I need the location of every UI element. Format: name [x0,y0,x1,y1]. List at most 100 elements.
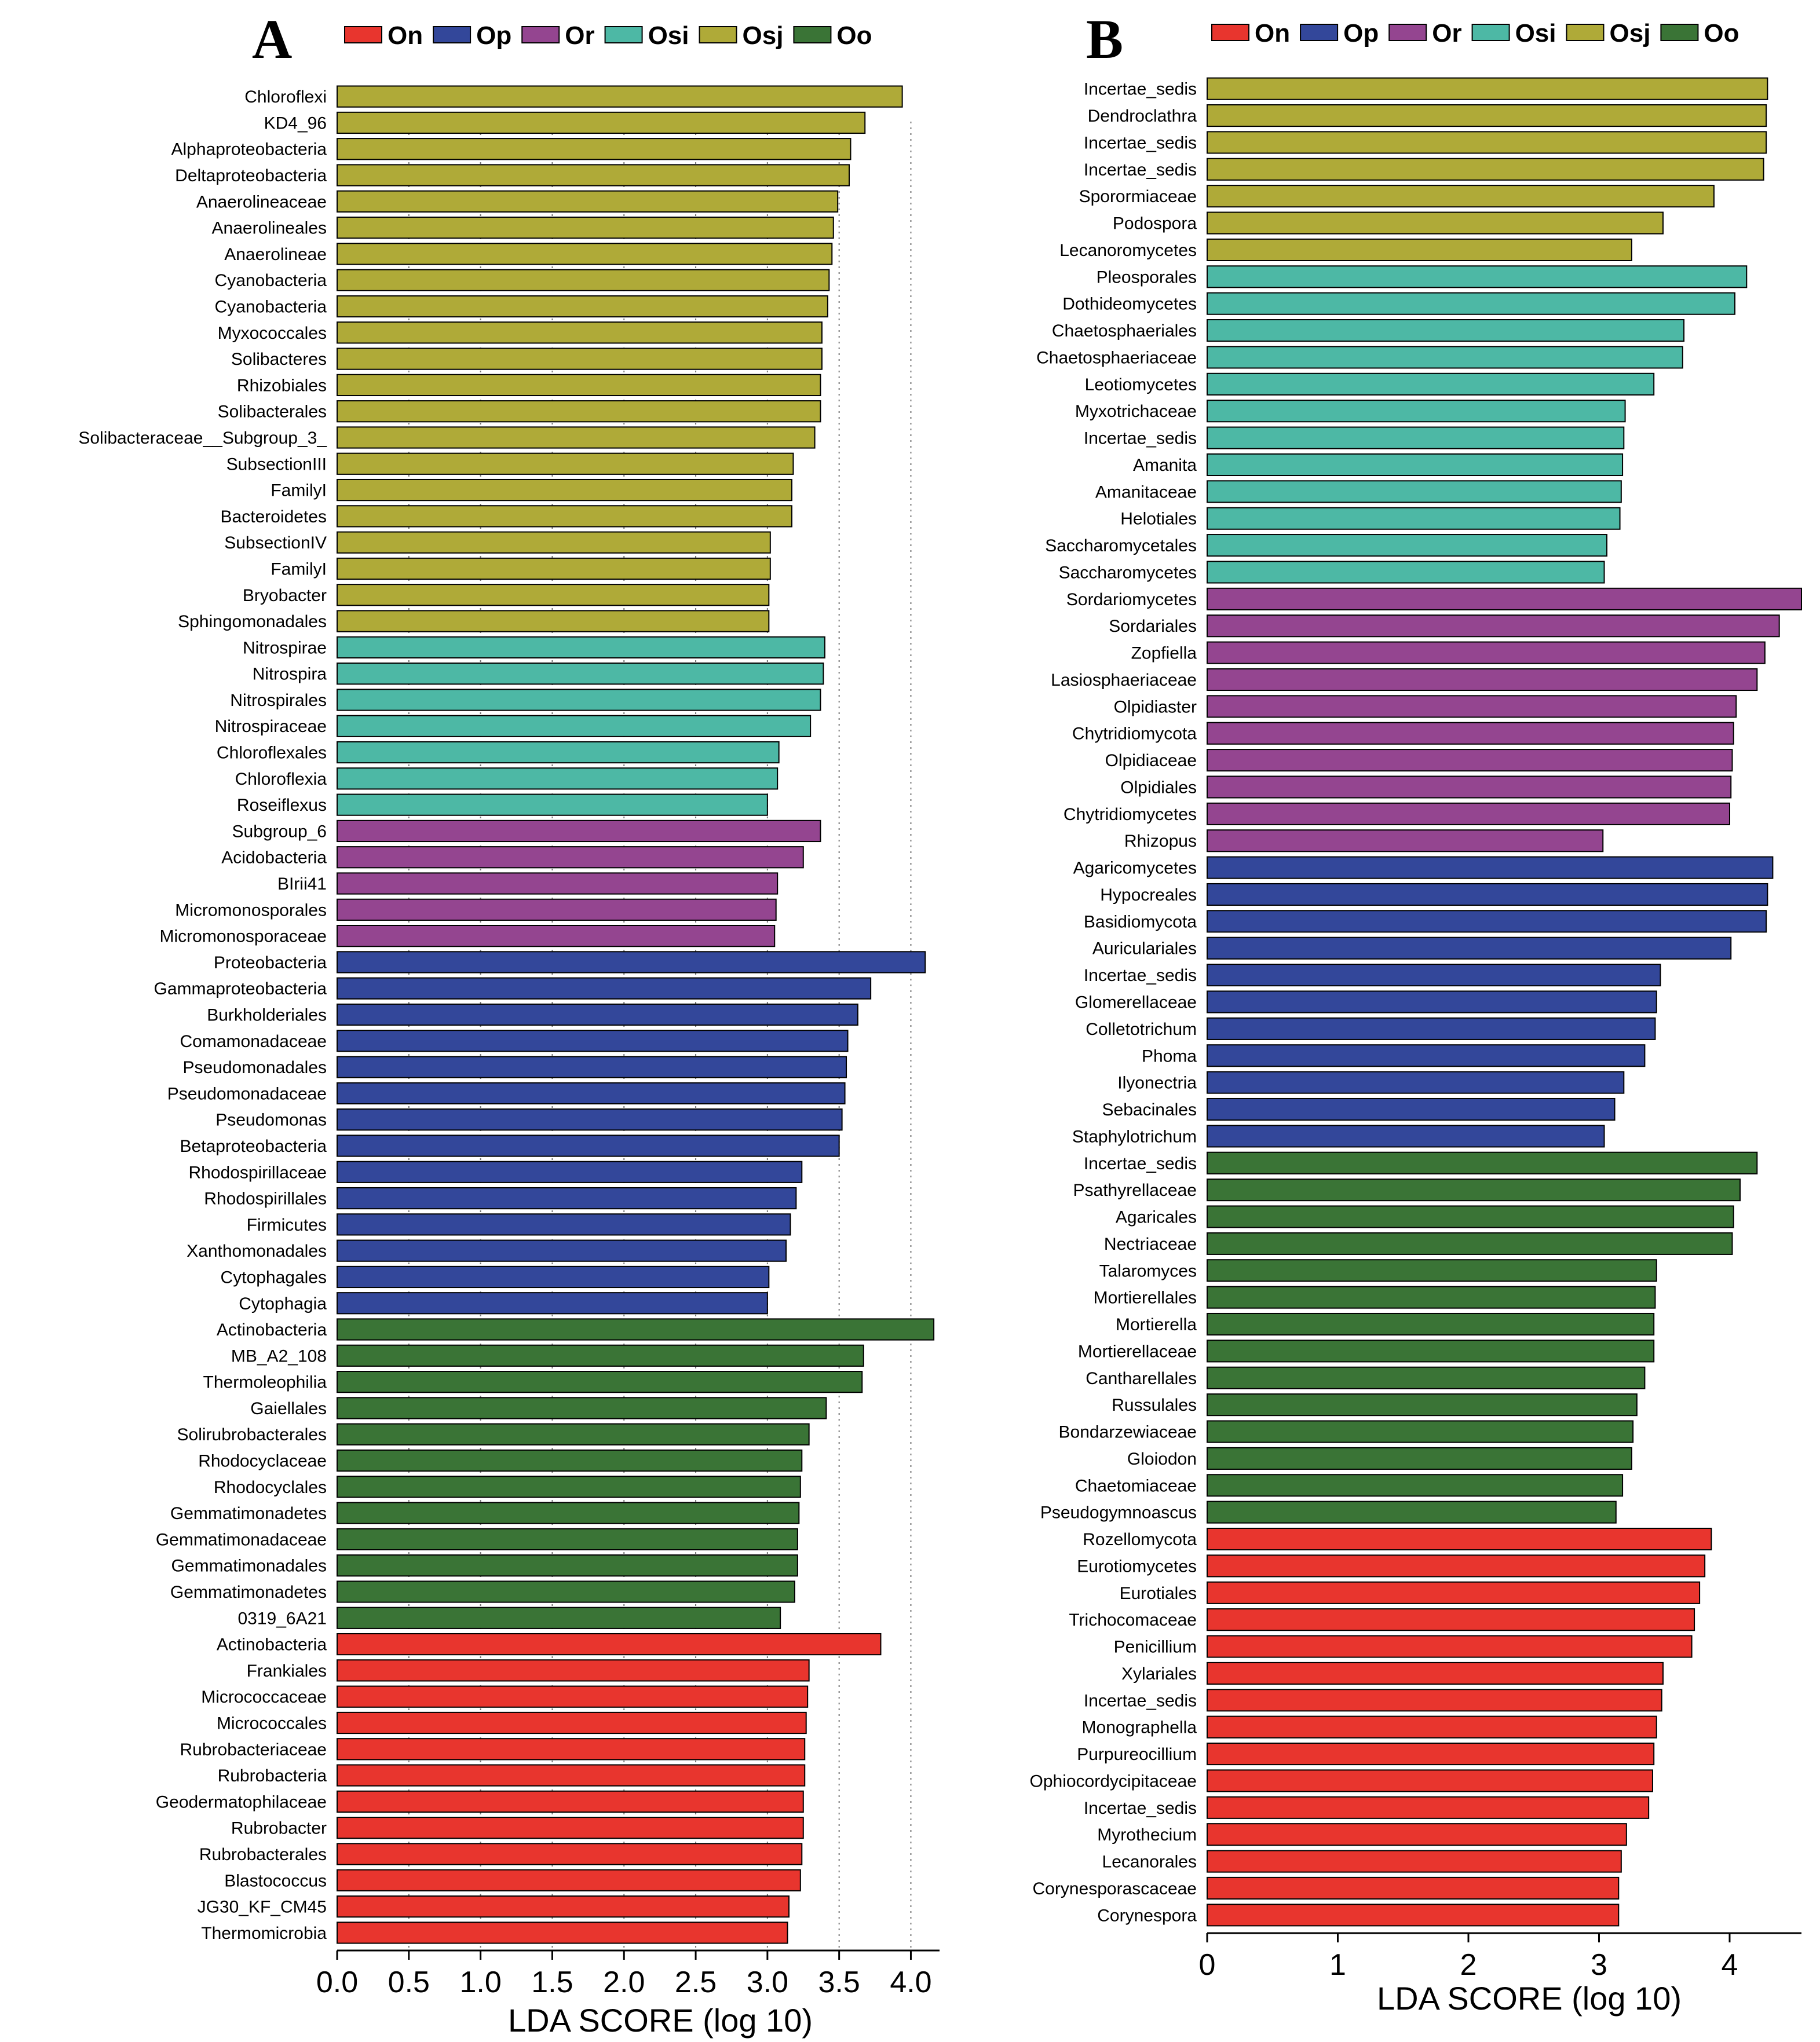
category-label: Purpureocillium [1077,1745,1197,1764]
bar [1207,1151,1758,1174]
panel-b-x-axis: 0 1 2 3 4 [1199,1932,1801,1982]
category-label: Amanitaceae [1095,482,1197,502]
bar [1207,400,1626,423]
panel-a: A On Op Or Osi Osj Oo Chloroflexi KD4_96 Alphap… [78,8,940,2039]
bar [1207,131,1767,154]
bar [1207,1769,1653,1792]
bar [1207,211,1664,235]
category-label: Incertae_sedis [1084,1154,1197,1173]
bar [1207,829,1604,852]
bar [1207,587,1802,610]
panel-a-bars [337,85,935,1944]
bar [337,1895,790,1918]
category-label: Mortierella [1116,1315,1197,1334]
bar [1207,1179,1741,1202]
x-tick-label: 2 [1460,1948,1477,1982]
bar [1207,1286,1656,1309]
bar [1207,775,1732,799]
x-tick-label: 1 [1329,1948,1346,1982]
bar [1207,561,1605,584]
legend-label-or: Or [1432,19,1461,47]
x-tick-label: 3.0 [747,1966,788,1999]
bar [337,1108,843,1131]
bar [1207,1474,1624,1497]
category-label: Gemmatimonadetes [170,1583,327,1602]
bar [1207,910,1767,933]
category-label: Mortierellaceae [1078,1342,1197,1361]
legend-swatch-or [521,26,560,43]
bar [337,1790,804,1813]
category-label: Nitrospirae [243,638,327,657]
category-label: Agaricales [1116,1208,1197,1227]
bar [337,1580,795,1603]
bar [1207,668,1758,691]
bar [337,977,872,1000]
bar [337,610,770,632]
bar [337,505,792,528]
bar [1207,614,1780,638]
category-label: Micrococcales [217,1714,327,1733]
category-label: Thermomicrobia [201,1924,327,1943]
legend-swatch-osj [1566,24,1605,41]
legend-swatch-on [344,26,382,43]
panel-a-x-axis-title: LDA SCORE (log 10) [508,2002,813,2039]
category-label: Pseudomonadaceae [167,1084,327,1103]
category-label: Trichocomaceae [1069,1611,1197,1630]
bar [337,1135,840,1157]
bar [337,1449,803,1472]
category-label: SubsectionIII [226,455,327,474]
legend-label-or: Or [565,21,594,50]
category-label: Roseiflexus [237,796,327,815]
bar [1207,1635,1693,1658]
bar [337,138,851,160]
bar [1207,990,1657,1013]
bar [1207,1554,1706,1578]
bar [1207,507,1621,530]
bar [1207,319,1685,342]
x-tick-label: 0 [1199,1948,1216,1982]
category-label: Nitrospiraceae [215,717,327,736]
category-label: Sordariomycetes [1066,590,1197,609]
category-label: Cyanobacteria [215,298,327,317]
panel-b: B On Op Or Osi Osj Oo Incertae_sedis Dendrocla… [1029,8,1802,2017]
legend-swatch-oo [1660,24,1699,41]
category-label: Gammaproteobacteria [154,979,327,998]
legend-swatch-op [433,26,472,43]
category-label: Actinobacteria [217,1320,327,1340]
legend-swatch-osi [1471,24,1510,41]
bar [337,452,794,475]
bar [1207,1259,1657,1282]
category-label: Xylariales [1121,1664,1197,1684]
bar [337,924,776,947]
x-tick-label: 4 [1722,1948,1738,1982]
category-label: Bacteroidetes [221,507,327,526]
bar [1207,1205,1734,1228]
category-label: Basidiomycota [1084,912,1197,931]
bar [337,1056,847,1078]
category-label: Firmicutes [247,1216,327,1235]
category-label: Micromonosporales [175,901,327,920]
legend-label-osj: Osj [743,21,784,50]
category-label: Sporormiaceae [1079,187,1197,206]
bar [337,1554,798,1577]
bar [337,426,816,449]
category-label: Gemmatimonadales [171,1557,327,1576]
category-label: Nitrospira [253,665,327,684]
bar [1207,722,1734,745]
category-label: Sordariales [1109,617,1197,636]
bar [337,243,833,265]
category-label: Monographella [1082,1718,1197,1737]
panel-b-x-axis-title: LDA SCORE (log 10) [1377,1980,1682,2017]
category-label: Rhodocyclaceae [198,1452,327,1471]
bar [337,1003,858,1026]
category-label: Cytophagales [221,1268,327,1287]
category-label: Solibacteres [231,350,327,369]
bar [337,321,823,344]
bar [337,872,779,895]
category-label: Rhizopus [1124,832,1197,851]
legend-label-osj: Osj [1610,19,1651,47]
bar [1207,1689,1662,1712]
category-label: Lasiosphaeriaceae [1051,671,1197,690]
bar [337,1476,801,1498]
bar [337,1606,781,1629]
